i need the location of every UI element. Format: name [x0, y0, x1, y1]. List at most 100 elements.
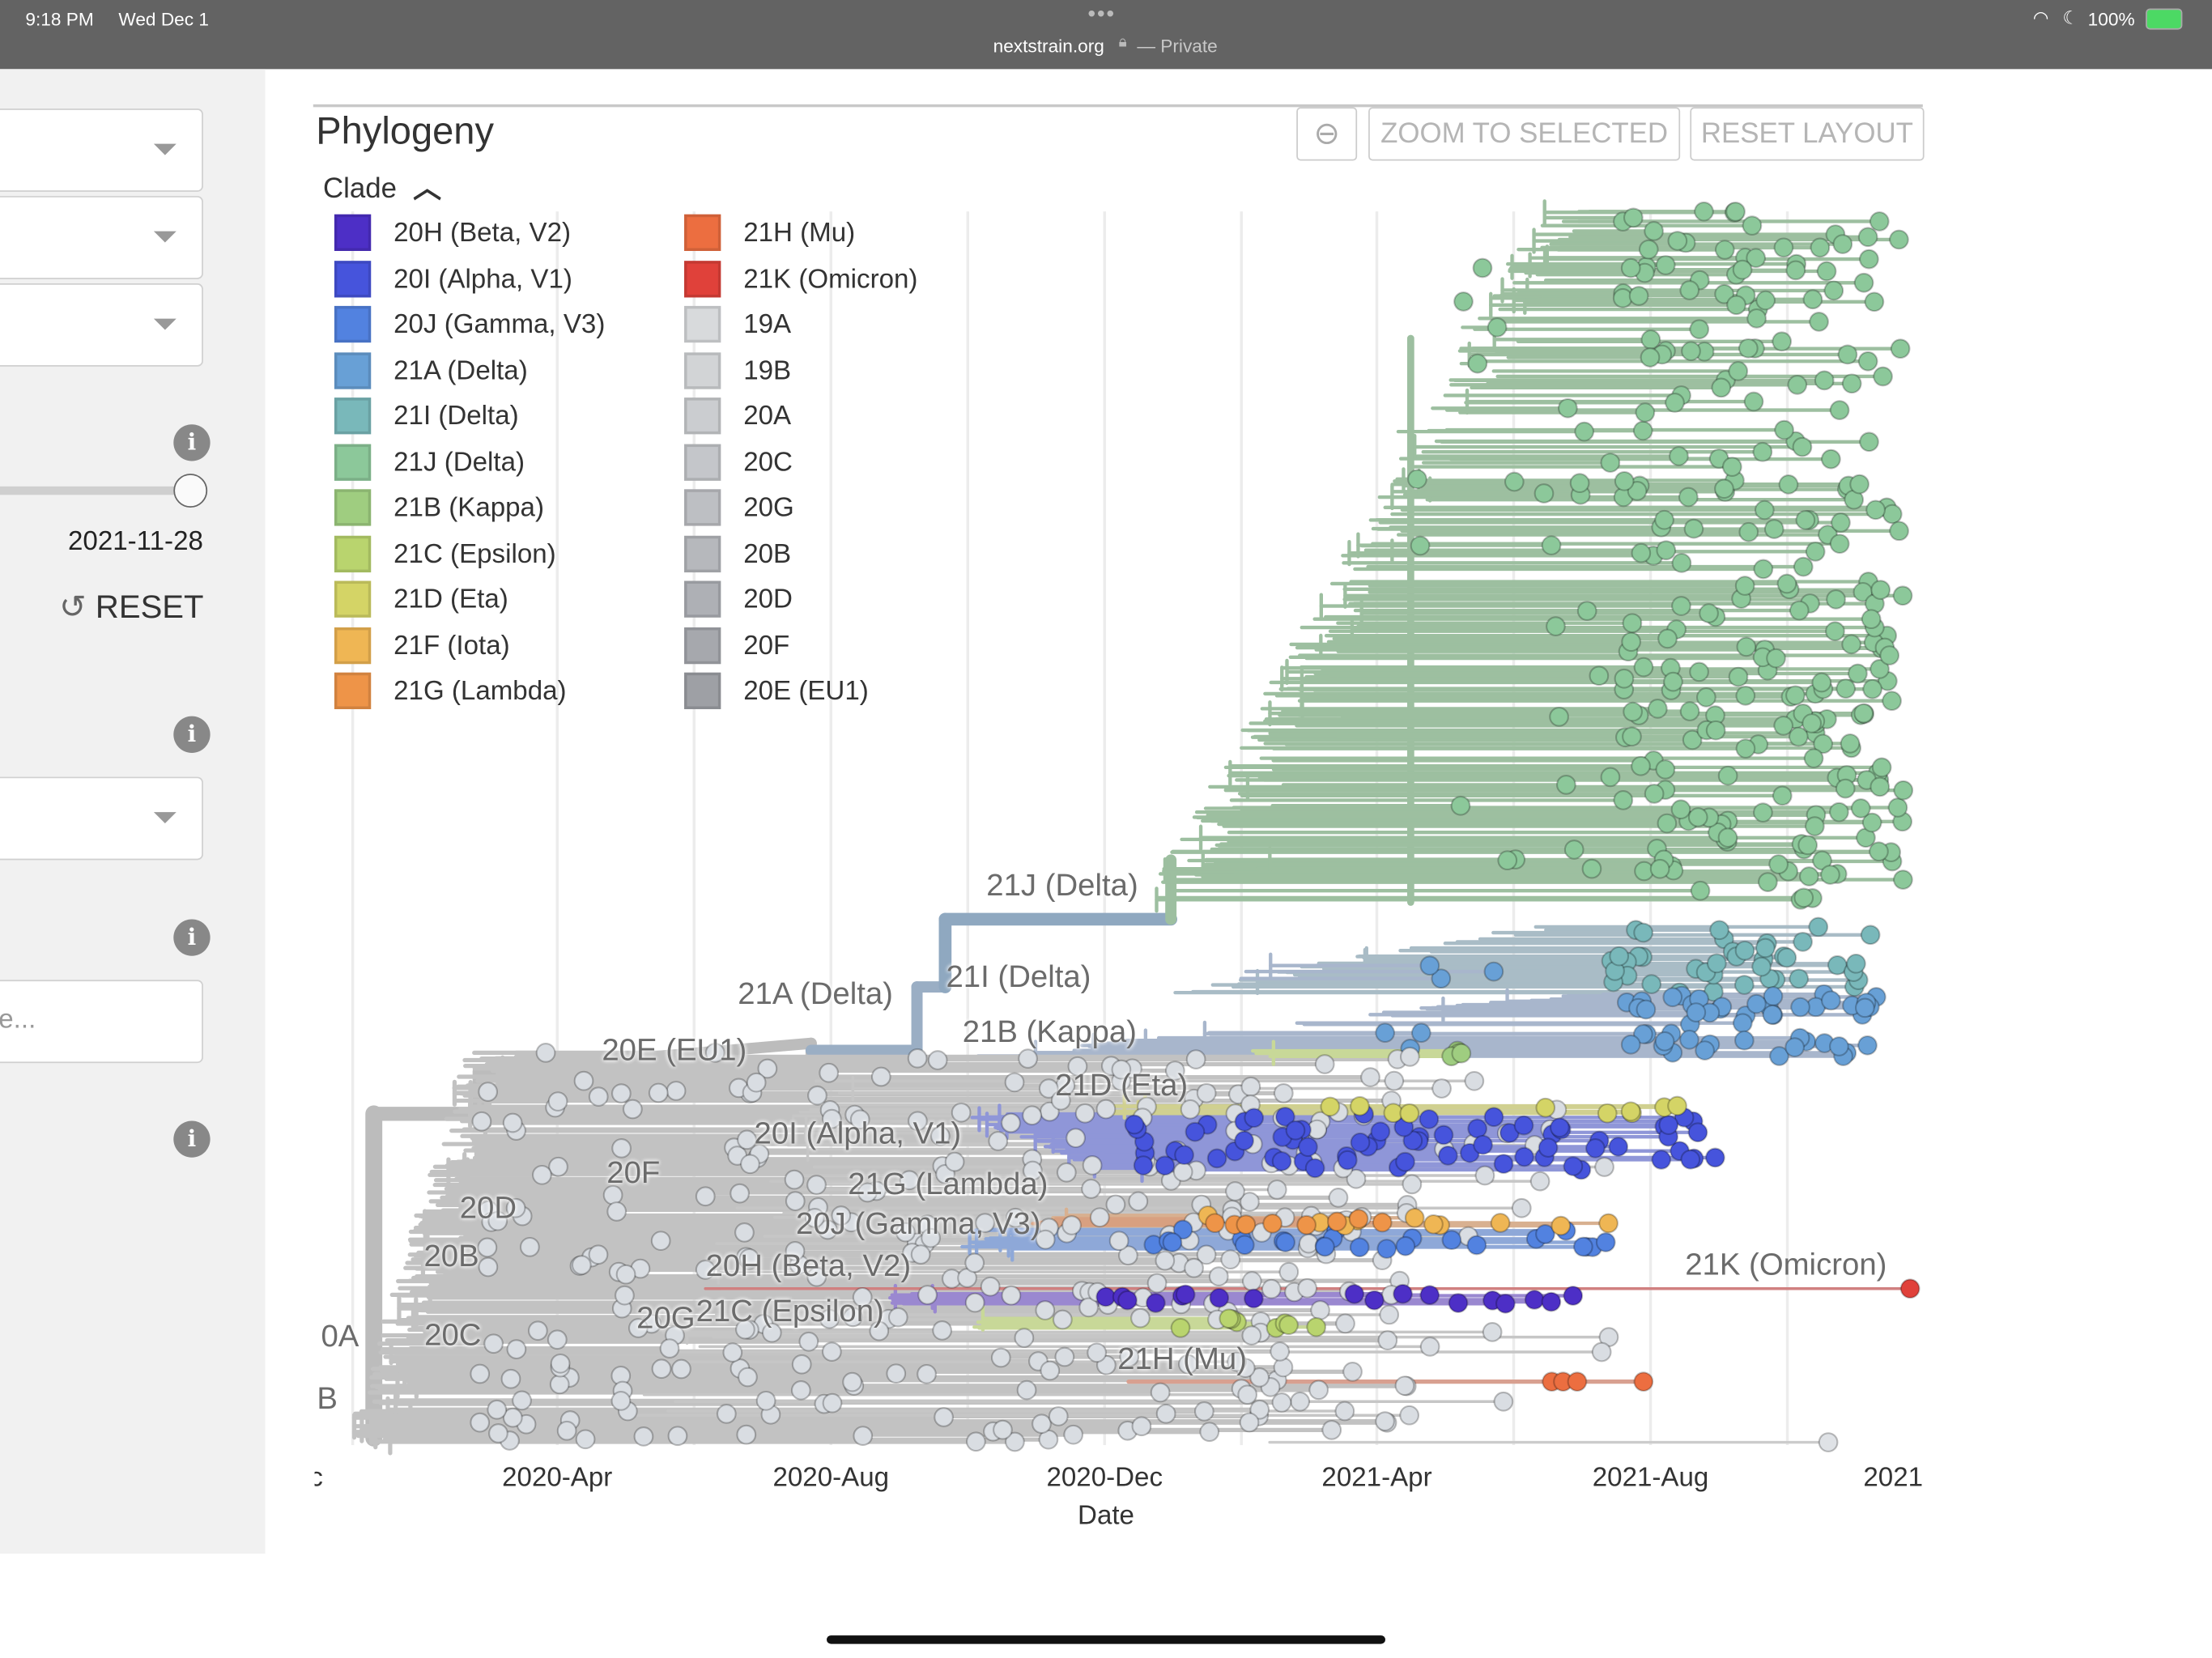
tip[interactable]: [1805, 541, 1826, 562]
tip[interactable]: [785, 1240, 806, 1261]
tip[interactable]: [1419, 1285, 1440, 1306]
tip[interactable]: [1437, 1146, 1458, 1166]
tip[interactable]: [842, 1371, 862, 1392]
tip[interactable]: [1404, 1207, 1425, 1228]
tip[interactable]: [1196, 1244, 1217, 1265]
tip[interactable]: [1448, 1293, 1469, 1313]
tip[interactable]: [1208, 1266, 1229, 1287]
tip[interactable]: [1893, 780, 1914, 801]
tip[interactable]: [1776, 947, 1797, 968]
tip[interactable]: [512, 1390, 532, 1411]
tip[interactable]: [1270, 1341, 1291, 1362]
tip[interactable]: [1620, 1101, 1641, 1122]
tip[interactable]: [1632, 1024, 1653, 1044]
tip[interactable]: [1793, 556, 1814, 577]
tip[interactable]: [1818, 1432, 1839, 1452]
tip[interactable]: [1734, 940, 1755, 961]
tip[interactable]: [1241, 1271, 1262, 1291]
tip[interactable]: [571, 1255, 592, 1276]
tip[interactable]: [1066, 1128, 1086, 1149]
tip[interactable]: [1266, 1180, 1287, 1200]
tip[interactable]: [1789, 968, 1810, 989]
filter-search-input[interactable]: e...: [0, 980, 203, 1064]
tip[interactable]: [1689, 319, 1710, 340]
tip[interactable]: [1563, 1286, 1584, 1306]
tip[interactable]: [821, 1341, 842, 1362]
tip[interactable]: [1419, 1109, 1440, 1129]
tip[interactable]: [1746, 308, 1767, 329]
tip[interactable]: [1651, 1150, 1672, 1170]
tip[interactable]: [1538, 1137, 1559, 1158]
tip[interactable]: [1793, 887, 1814, 908]
tip[interactable]: [886, 1363, 907, 1384]
tip[interactable]: [1671, 552, 1692, 573]
tip[interactable]: [1061, 1215, 1082, 1235]
tip[interactable]: [1669, 446, 1689, 466]
tip[interactable]: [1714, 478, 1734, 500]
tip[interactable]: [1857, 227, 1878, 248]
tip[interactable]: [1620, 257, 1641, 278]
tip[interactable]: [1679, 280, 1700, 300]
tip[interactable]: [1792, 436, 1813, 457]
tip[interactable]: [1589, 665, 1610, 687]
tip[interactable]: [1175, 1284, 1196, 1305]
tip[interactable]: [1654, 509, 1674, 530]
tip[interactable]: [1778, 474, 1799, 495]
tip[interactable]: [1686, 1002, 1707, 1022]
tip[interactable]: [1657, 813, 1678, 834]
tip[interactable]: [1597, 1103, 1618, 1124]
tip[interactable]: [1870, 776, 1891, 797]
tip[interactable]: [1128, 1191, 1149, 1212]
tip[interactable]: [975, 1213, 995, 1234]
tip[interactable]: [666, 1081, 687, 1101]
tip[interactable]: [934, 1407, 954, 1427]
tip[interactable]: [738, 1248, 759, 1269]
tip[interactable]: [964, 1252, 985, 1273]
tip[interactable]: [1067, 1056, 1088, 1077]
tip[interactable]: [1667, 1095, 1687, 1116]
tip[interactable]: [588, 1244, 609, 1265]
tip[interactable]: [695, 1260, 716, 1280]
tip[interactable]: [1813, 733, 1834, 755]
tip[interactable]: [964, 1292, 985, 1313]
tip[interactable]: [1649, 858, 1670, 879]
tip[interactable]: [1334, 1401, 1355, 1422]
tip[interactable]: [477, 1237, 498, 1258]
tip[interactable]: [1504, 471, 1525, 492]
tip[interactable]: [1117, 1290, 1138, 1311]
tip[interactable]: [1687, 807, 1708, 827]
tip[interactable]: [990, 1347, 1011, 1368]
tip[interactable]: [1018, 1048, 1038, 1069]
tip[interactable]: [1423, 1214, 1444, 1235]
tip[interactable]: [1594, 1157, 1614, 1177]
tip[interactable]: [1005, 1431, 1025, 1452]
tip[interactable]: [1763, 986, 1784, 1006]
tip[interactable]: [1487, 317, 1508, 338]
tip[interactable]: [1052, 1309, 1073, 1330]
tip[interactable]: [704, 1043, 725, 1063]
tip[interactable]: [1155, 1403, 1176, 1424]
tip[interactable]: [1350, 1132, 1371, 1153]
tip[interactable]: [1808, 916, 1829, 937]
tip[interactable]: [944, 1151, 965, 1172]
tip[interactable]: [806, 1175, 827, 1195]
tip[interactable]: [1694, 201, 1714, 222]
tip[interactable]: [1633, 1371, 1654, 1392]
tip[interactable]: [1205, 1213, 1225, 1234]
tip[interactable]: [1798, 866, 1819, 886]
tip[interactable]: [1654, 1031, 1675, 1052]
tip[interactable]: [1809, 312, 1829, 332]
tip[interactable]: [1050, 1090, 1071, 1111]
tip[interactable]: [611, 1138, 632, 1158]
tip[interactable]: [1689, 661, 1709, 682]
tip[interactable]: [1005, 1207, 1026, 1228]
tip[interactable]: [1001, 1285, 1022, 1306]
tip[interactable]: [1524, 1290, 1545, 1310]
tip[interactable]: [1039, 1101, 1060, 1122]
tip[interactable]: [1862, 678, 1882, 699]
tip[interactable]: [1638, 239, 1659, 260]
tip[interactable]: [819, 1308, 840, 1329]
tip[interactable]: [927, 1050, 948, 1070]
tip[interactable]: [1635, 402, 1656, 423]
tip[interactable]: [1350, 1095, 1370, 1116]
